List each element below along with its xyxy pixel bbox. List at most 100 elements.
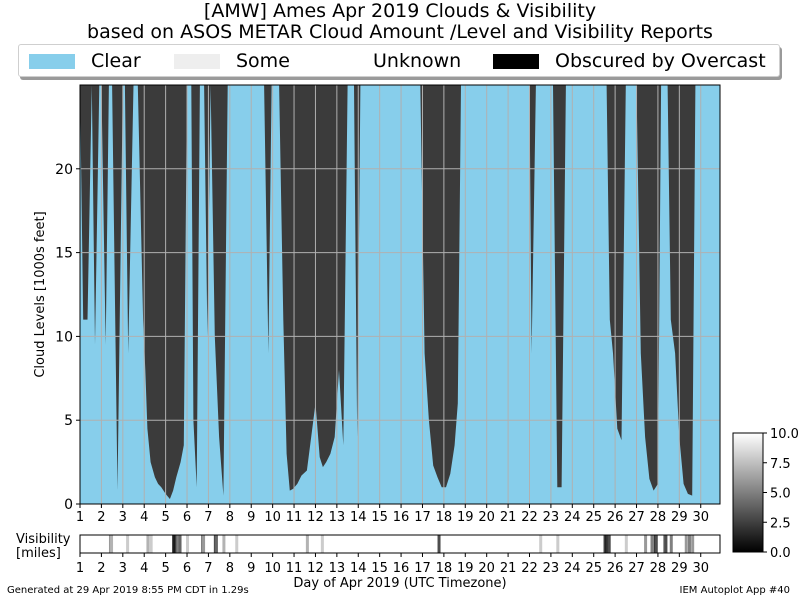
legend-label-some: Some [236, 50, 290, 72]
chart-subtitle: based on ASOS METAR Cloud Amount /Level … [87, 21, 713, 43]
y-tick-label: 10 [55, 329, 73, 345]
y-tick-label: 0 [64, 497, 73, 513]
legend-label-clear: Clear [91, 50, 141, 72]
vis-x-tick-label: 18 [436, 561, 453, 576]
visibility-unit-label: [miles] [16, 546, 61, 561]
visibility-mark [222, 535, 226, 553]
vis-x-tick-label: 21 [500, 561, 517, 576]
visibility-mark [539, 535, 543, 553]
x-tick-label: 24 [564, 510, 581, 525]
vis-x-tick-label: 3 [119, 561, 127, 576]
y-tick-label: 15 [55, 246, 73, 262]
vis-x-tick-label: 23 [543, 561, 560, 576]
x-tick-label: 18 [436, 510, 453, 525]
app-credit: IEM Autoplot App #40 [679, 585, 790, 596]
x-tick-label: 21 [500, 510, 517, 525]
visibility-mark [687, 535, 691, 553]
x-tick-label: 15 [371, 510, 388, 525]
x-tick-label: 17 [414, 510, 431, 525]
visibility-mark [305, 535, 309, 553]
x-tick-label: 4 [140, 510, 148, 525]
x-tick-label: 1 [76, 510, 84, 525]
legend-swatch-some [174, 54, 220, 69]
legend-label-unknown: Unknown [373, 50, 462, 72]
colorbar [732, 432, 764, 553]
visibility-mark [691, 535, 695, 553]
visibility-mark [664, 535, 668, 553]
x-tick-label: 25 [585, 510, 602, 525]
clear-sky-area [80, 85, 720, 504]
vis-x-tick-label: 17 [414, 561, 431, 576]
legend-swatch-unknown [311, 54, 357, 69]
visibility-mark [437, 535, 441, 553]
vis-x-tick-label: 1 [76, 561, 84, 576]
vis-x-tick-label: 8 [226, 561, 234, 576]
x-tick-label: 10 [264, 510, 281, 525]
x-tick-label: 7 [204, 510, 212, 525]
vis-x-tick-label: 7 [204, 561, 212, 576]
colorbar-tick-label: 7.5 [770, 457, 791, 472]
visibility-mark [644, 535, 648, 553]
visibility-frame [79, 534, 721, 554]
visibility-mark [178, 535, 182, 553]
plot-frame [79, 84, 721, 505]
x-tick-label: 11 [286, 510, 303, 525]
visibility-mark [650, 535, 654, 553]
vis-x-tick-label: 10 [264, 561, 281, 576]
x-tick-label: 2 [97, 510, 105, 525]
visibility-mark [605, 535, 609, 553]
visibility-mark [654, 535, 658, 553]
legend-swatch-clear [29, 54, 75, 69]
x-tick-label: 3 [119, 510, 127, 525]
x-tick-label: 29 [671, 510, 688, 525]
x-tick-label: 26 [607, 510, 624, 525]
visibility-mark [669, 535, 673, 553]
visibility-mark [186, 535, 190, 553]
vis-x-tick-label: 24 [564, 561, 581, 576]
vis-x-tick-label: 14 [350, 561, 367, 576]
visibility-strip-background [80, 535, 720, 553]
colorbar-tick-label: 5.0 [770, 487, 791, 502]
visibility-mark [684, 535, 688, 553]
x-tick-label: 9 [247, 510, 255, 525]
vis-x-tick-label: 20 [478, 561, 495, 576]
vis-x-tick-label: 15 [371, 561, 388, 576]
visibility-mark [176, 535, 180, 553]
generated-timestamp: Generated at 29 Apr 2019 8:55 PM CDT in … [7, 585, 249, 596]
vis-x-tick-label: 16 [393, 561, 410, 576]
visibility-mark [202, 535, 206, 553]
visibility-mark [607, 535, 611, 553]
x-tick-label: 6 [183, 510, 191, 525]
x-tick-label: 20 [478, 510, 495, 525]
colorbar-tick-label: 2.5 [770, 516, 791, 531]
vis-x-tick-label: 4 [140, 561, 148, 576]
colorbar-tick-label: 10.0 [770, 427, 799, 442]
visibility-mark [149, 535, 153, 553]
x-tick-label: 27 [628, 510, 645, 525]
vis-x-tick-label: 22 [521, 561, 538, 576]
vis-x-tick-label: 11 [286, 561, 303, 576]
visibility-mark [556, 535, 560, 553]
legend-swatch-obscured [493, 54, 539, 69]
vis-x-tick-label: 13 [329, 561, 346, 576]
visibility-mark [173, 535, 177, 553]
visibility-mark [624, 535, 628, 553]
y-tick-label: 5 [64, 413, 73, 429]
visibility-mark [110, 535, 114, 553]
vis-x-tick-label: 28 [650, 561, 667, 576]
x-tick-label: 28 [650, 510, 667, 525]
y-axis-label: Cloud Levels [1000s feet] [33, 211, 48, 377]
x-tick-label: 16 [393, 510, 410, 525]
vis-x-tick-label: 30 [692, 561, 709, 576]
x-tick-label: 22 [521, 510, 538, 525]
x-tick-label: 12 [307, 510, 324, 525]
vis-x-tick-label: 2 [97, 561, 105, 576]
x-tick-label: 5 [161, 510, 169, 525]
visibility-mark [235, 535, 239, 553]
vis-x-tick-label: 9 [247, 561, 255, 576]
legend-label-obscured: Obscured by Overcast [555, 50, 766, 72]
chart-title: [AMW] Ames Apr 2019 Clouds & Visibility [203, 0, 597, 22]
colorbar-tick-label: 0.0 [770, 546, 791, 561]
visibility-mark [146, 535, 150, 553]
